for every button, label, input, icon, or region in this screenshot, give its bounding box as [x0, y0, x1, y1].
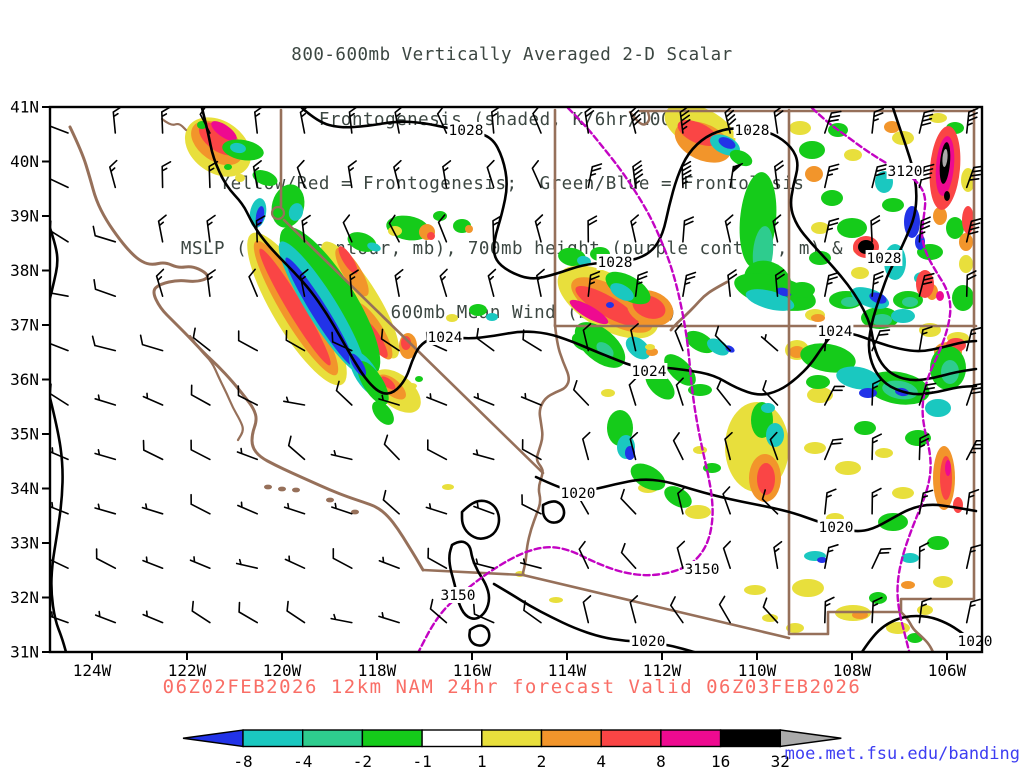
contour-label: 1028 — [449, 123, 484, 139]
lon-axis-label: 118W — [358, 661, 397, 680]
contour-label-bg — [817, 519, 855, 535]
lat-axis-label: 33N — [10, 534, 39, 553]
contour-label: 3150 — [441, 588, 476, 604]
contour-label-bg — [865, 250, 903, 266]
contour-label: 1020 — [631, 634, 666, 650]
colorbar-tick-label: 2 — [537, 752, 547, 768]
colorbar-tick-label: -8 — [233, 752, 252, 768]
lat-axis-label: 37N — [10, 316, 39, 335]
lat-axis-label: 32N — [10, 588, 39, 607]
contour-label: 1024 — [632, 364, 667, 380]
colorbar-tick-label: -2 — [353, 752, 372, 768]
contour-label: 3120 — [888, 164, 923, 180]
contour-label-bg — [559, 485, 597, 501]
frontogenesis-shading — [184, 108, 975, 643]
colorbar-segment — [302, 729, 364, 748]
lat-axis-label: 41N — [10, 98, 39, 117]
contour-label-bg — [596, 254, 634, 270]
colorbar-segment — [540, 729, 602, 748]
colorbar-segment — [242, 729, 304, 748]
contour-label-bg — [733, 122, 771, 138]
contour-label: 1020 — [819, 520, 854, 536]
lat-axis-label: 35N — [10, 425, 39, 444]
contour-label: 1028 — [867, 251, 902, 267]
colorbar-tick-label: 8 — [656, 752, 666, 768]
title-line-1: 800-600mb Vertically Averaged 2-D Scalar — [291, 45, 733, 65]
contour-label: 1028 — [598, 255, 633, 271]
contour-label-bg — [426, 329, 464, 345]
contour-label: 1020 — [561, 486, 596, 502]
contour-label-bg — [683, 561, 721, 577]
colorbar-segment — [421, 729, 483, 748]
lon-axis-label: 120W — [263, 661, 302, 680]
map-frame: 41N 40N 39N 38N 37N 36N 35N 34N 33N 32N 31N 124W 122… — [10, 98, 984, 680]
colorbar-tick-label: -1 — [412, 752, 431, 768]
contour-label-bg — [886, 163, 924, 179]
colorbar-left-arrow — [182, 729, 244, 748]
colorbar-tick-label: 1 — [477, 752, 487, 768]
contour-label: 1024 — [428, 330, 463, 346]
contour-label-bg — [816, 323, 854, 339]
lat-axis-label: 39N — [10, 207, 39, 226]
wind-barbs — [51, 108, 981, 624]
colorbar-segment — [660, 729, 722, 748]
lon-axis-label: 112W — [643, 661, 682, 680]
lon-axis-label: 106W — [928, 661, 967, 680]
contour-label: 1020 — [958, 634, 993, 650]
credit-link[interactable]: moe.met.fsu.edu/banding — [784, 744, 1020, 764]
contour-label-bg — [956, 633, 994, 649]
lat-axis-label: 38N — [10, 261, 39, 280]
lon-axis-label: 110W — [738, 661, 777, 680]
colorbar-segment — [481, 729, 543, 748]
colorbar-tick-label: 4 — [596, 752, 606, 768]
colorbar-tick-label: 32 — [771, 752, 790, 768]
lon-axis-label: 108W — [833, 661, 872, 680]
lon-axis-label: 116W — [453, 661, 492, 680]
lon-axis-label: 122W — [168, 661, 207, 680]
contour-label: 1024 — [818, 324, 853, 340]
forecast-valid-text: 06Z02FEB2026 12km NAM 24hr forecast Vali… — [162, 676, 862, 698]
contour-label: 1028 — [735, 123, 770, 139]
lat-axis-label: 40N — [10, 152, 39, 171]
colorbar: -8 -4 -2 -1 1 2 4 8 16 32 — [182, 729, 842, 768]
contour-label: 3150 — [685, 562, 720, 578]
state-borders — [68, 108, 978, 651]
contour-labels: 1028 1028 1028 1028 1024 1024 1024 1020 1020 1020… — [426, 122, 994, 650]
colorbar-segment — [719, 729, 781, 748]
lat-axis-label: 36N — [10, 370, 39, 389]
colorbar-segment — [600, 729, 662, 748]
contour-label-bg — [630, 363, 668, 379]
colorbar-tick-label: 16 — [711, 752, 730, 768]
lon-axis-label: 124W — [73, 661, 112, 680]
colorbar-segment — [361, 729, 423, 748]
colorbar-right-arrow — [779, 729, 842, 748]
lat-axis-label: 34N — [10, 479, 39, 498]
lon-axis-label: 114W — [548, 661, 587, 680]
lat-axis-label: 31N — [10, 643, 39, 662]
contour-label-bg — [447, 122, 485, 138]
contour-label-bg — [439, 587, 477, 603]
colorbar-tick-label: -4 — [293, 752, 312, 768]
contour-label-bg — [629, 633, 667, 649]
mslp-contours — [51, 108, 978, 651]
